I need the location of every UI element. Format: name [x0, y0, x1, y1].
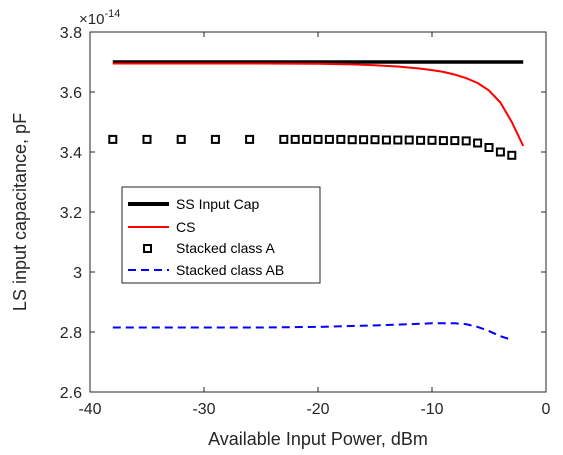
y-tick-label: 3.6	[60, 85, 82, 102]
data-point	[324, 134, 334, 144]
y-tick-label: 3.4	[60, 145, 82, 162]
x-tick-label: 0	[542, 401, 551, 418]
legend-label-stacked-class-a: Stacked class A	[176, 240, 275, 256]
data-point	[461, 136, 471, 146]
y-multiplier-exponent: -14	[104, 8, 120, 20]
x-tick-label: -10	[420, 401, 443, 418]
data-point	[359, 135, 369, 145]
data-point	[438, 136, 448, 146]
y-tick-label: 3	[73, 265, 82, 282]
x-tick-label: -20	[306, 401, 329, 418]
x-ticks: -40 -30 -20 -10 0	[78, 32, 551, 418]
data-point	[210, 134, 220, 144]
data-point	[176, 134, 186, 144]
legend-label-ss-input-cap: SS Input Cap	[176, 196, 259, 212]
y-tick-label: 2.6	[60, 385, 82, 402]
series-layer	[108, 60, 525, 341]
data-point	[427, 135, 437, 145]
legend-label-stacked-class-ab: Stacked class AB	[176, 262, 284, 278]
data-point	[370, 135, 380, 145]
y-tick-label: 3.8	[60, 25, 82, 42]
data-point	[393, 135, 403, 145]
x-tick-label: -30	[192, 401, 215, 418]
data-point	[381, 135, 391, 145]
legend-label-cs: CS	[176, 219, 195, 235]
data-point	[416, 135, 426, 145]
y-tick-label: 3.2	[60, 205, 82, 222]
data-point	[336, 134, 346, 144]
series-line-cs	[112, 62, 525, 147]
data-point	[313, 134, 323, 144]
data-point	[450, 136, 460, 146]
data-point	[245, 134, 255, 144]
data-point	[302, 134, 312, 144]
data-point	[290, 134, 300, 144]
x-tick-label: -40	[78, 401, 101, 418]
data-point	[484, 143, 494, 152]
x-axis-label: Available Input Power, dBm	[208, 429, 428, 449]
data-point	[108, 134, 118, 144]
legend-swatch-stacked-class-a	[143, 244, 152, 253]
series-stacked-class-a	[108, 134, 517, 160]
data-point	[495, 147, 505, 157]
data-point	[507, 150, 517, 160]
y-multiplier: ×10-14	[79, 8, 120, 28]
data-point	[279, 134, 289, 144]
data-point	[404, 135, 414, 145]
y-axis-label: LS input capacitance, pF	[10, 113, 30, 311]
data-point	[347, 135, 357, 145]
legend: SS Input Cap CS Stacked class A Stacked …	[121, 186, 321, 284]
data-point	[473, 138, 483, 148]
y-ticks: 2.6 2.8 3 3.2 3.4 3.6 3.8	[60, 25, 546, 402]
data-point	[142, 134, 152, 144]
series-line-stacked-class-ab	[112, 322, 513, 341]
y-tick-label: 2.8	[60, 325, 82, 342]
